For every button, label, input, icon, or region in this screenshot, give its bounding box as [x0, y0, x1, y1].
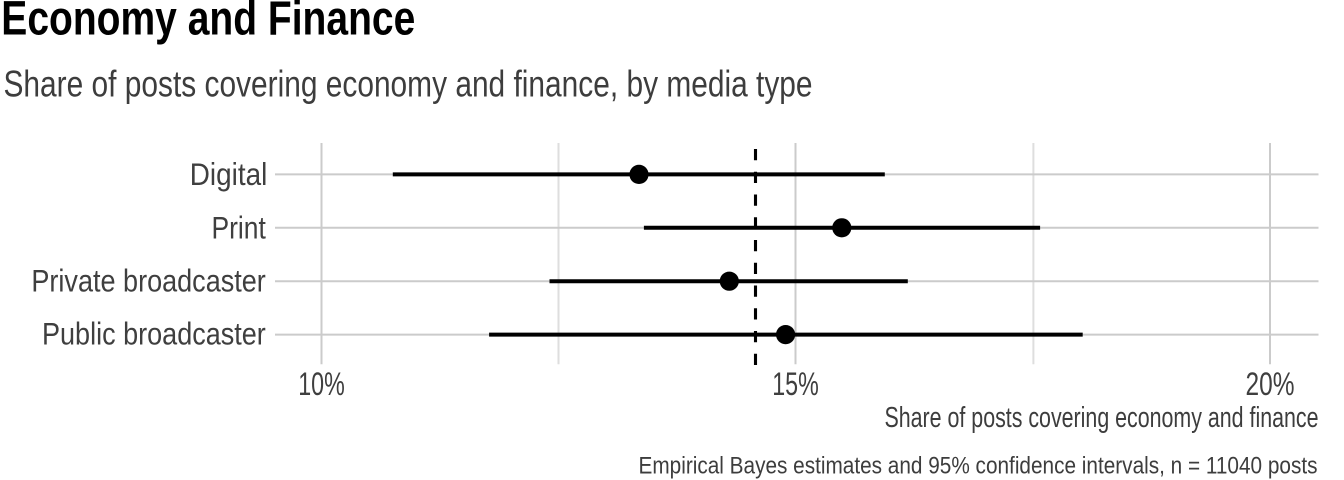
svg-text:15%: 15% — [772, 366, 819, 402]
svg-text:Share of posts covering econom: Share of posts covering economy and fina… — [885, 402, 1319, 434]
svg-text:Private broadcaster: Private broadcaster — [31, 262, 265, 298]
svg-text:Digital: Digital — [190, 156, 268, 192]
svg-text:10%: 10% — [298, 366, 345, 402]
svg-text:20%: 20% — [1246, 366, 1295, 402]
svg-text:Empirical Bayes estimates and: Empirical Bayes estimates and 95% confid… — [639, 453, 1318, 480]
svg-text:Economy and Finance: Economy and Finance — [1, 0, 415, 46]
svg-text:Share of posts covering econom: Share of posts covering economy and fina… — [4, 64, 813, 105]
svg-text:Print: Print — [212, 210, 266, 246]
svg-text:Public broadcaster: Public broadcaster — [42, 316, 266, 352]
